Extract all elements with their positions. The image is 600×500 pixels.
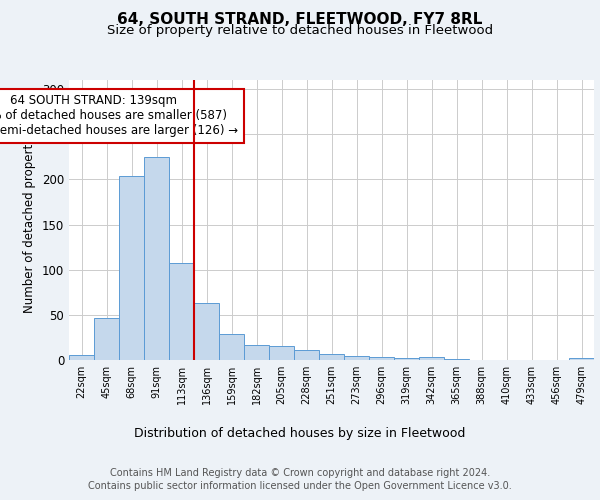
- Text: Distribution of detached houses by size in Fleetwood: Distribution of detached houses by size …: [134, 428, 466, 440]
- Text: 64, SOUTH STRAND, FLEETWOOD, FY7 8RL: 64, SOUTH STRAND, FLEETWOOD, FY7 8RL: [118, 12, 482, 28]
- Bar: [569, 358, 594, 360]
- Bar: [144, 157, 169, 360]
- Bar: [419, 358, 444, 360]
- Text: 64 SOUTH STRAND: 139sqm
← 82% of detached houses are smaller (587)
18% of semi-d: 64 SOUTH STRAND: 139sqm ← 82% of detache…: [0, 94, 239, 138]
- Bar: [394, 358, 419, 360]
- Bar: [169, 264, 194, 360]
- Bar: [269, 346, 294, 360]
- Bar: [219, 334, 244, 360]
- Text: Contains HM Land Registry data © Crown copyright and database right 2024.: Contains HM Land Registry data © Crown c…: [110, 468, 490, 477]
- Bar: [94, 318, 119, 360]
- Bar: [69, 356, 94, 360]
- Bar: [319, 354, 344, 360]
- Bar: [194, 303, 219, 360]
- Bar: [369, 358, 394, 360]
- Bar: [294, 350, 319, 360]
- Bar: [119, 176, 144, 360]
- Bar: [244, 344, 269, 360]
- Y-axis label: Number of detached properties: Number of detached properties: [23, 127, 37, 313]
- Text: Size of property relative to detached houses in Fleetwood: Size of property relative to detached ho…: [107, 24, 493, 37]
- Bar: [344, 356, 369, 360]
- Text: Contains public sector information licensed under the Open Government Licence v3: Contains public sector information licen…: [88, 481, 512, 491]
- Bar: [444, 359, 469, 360]
